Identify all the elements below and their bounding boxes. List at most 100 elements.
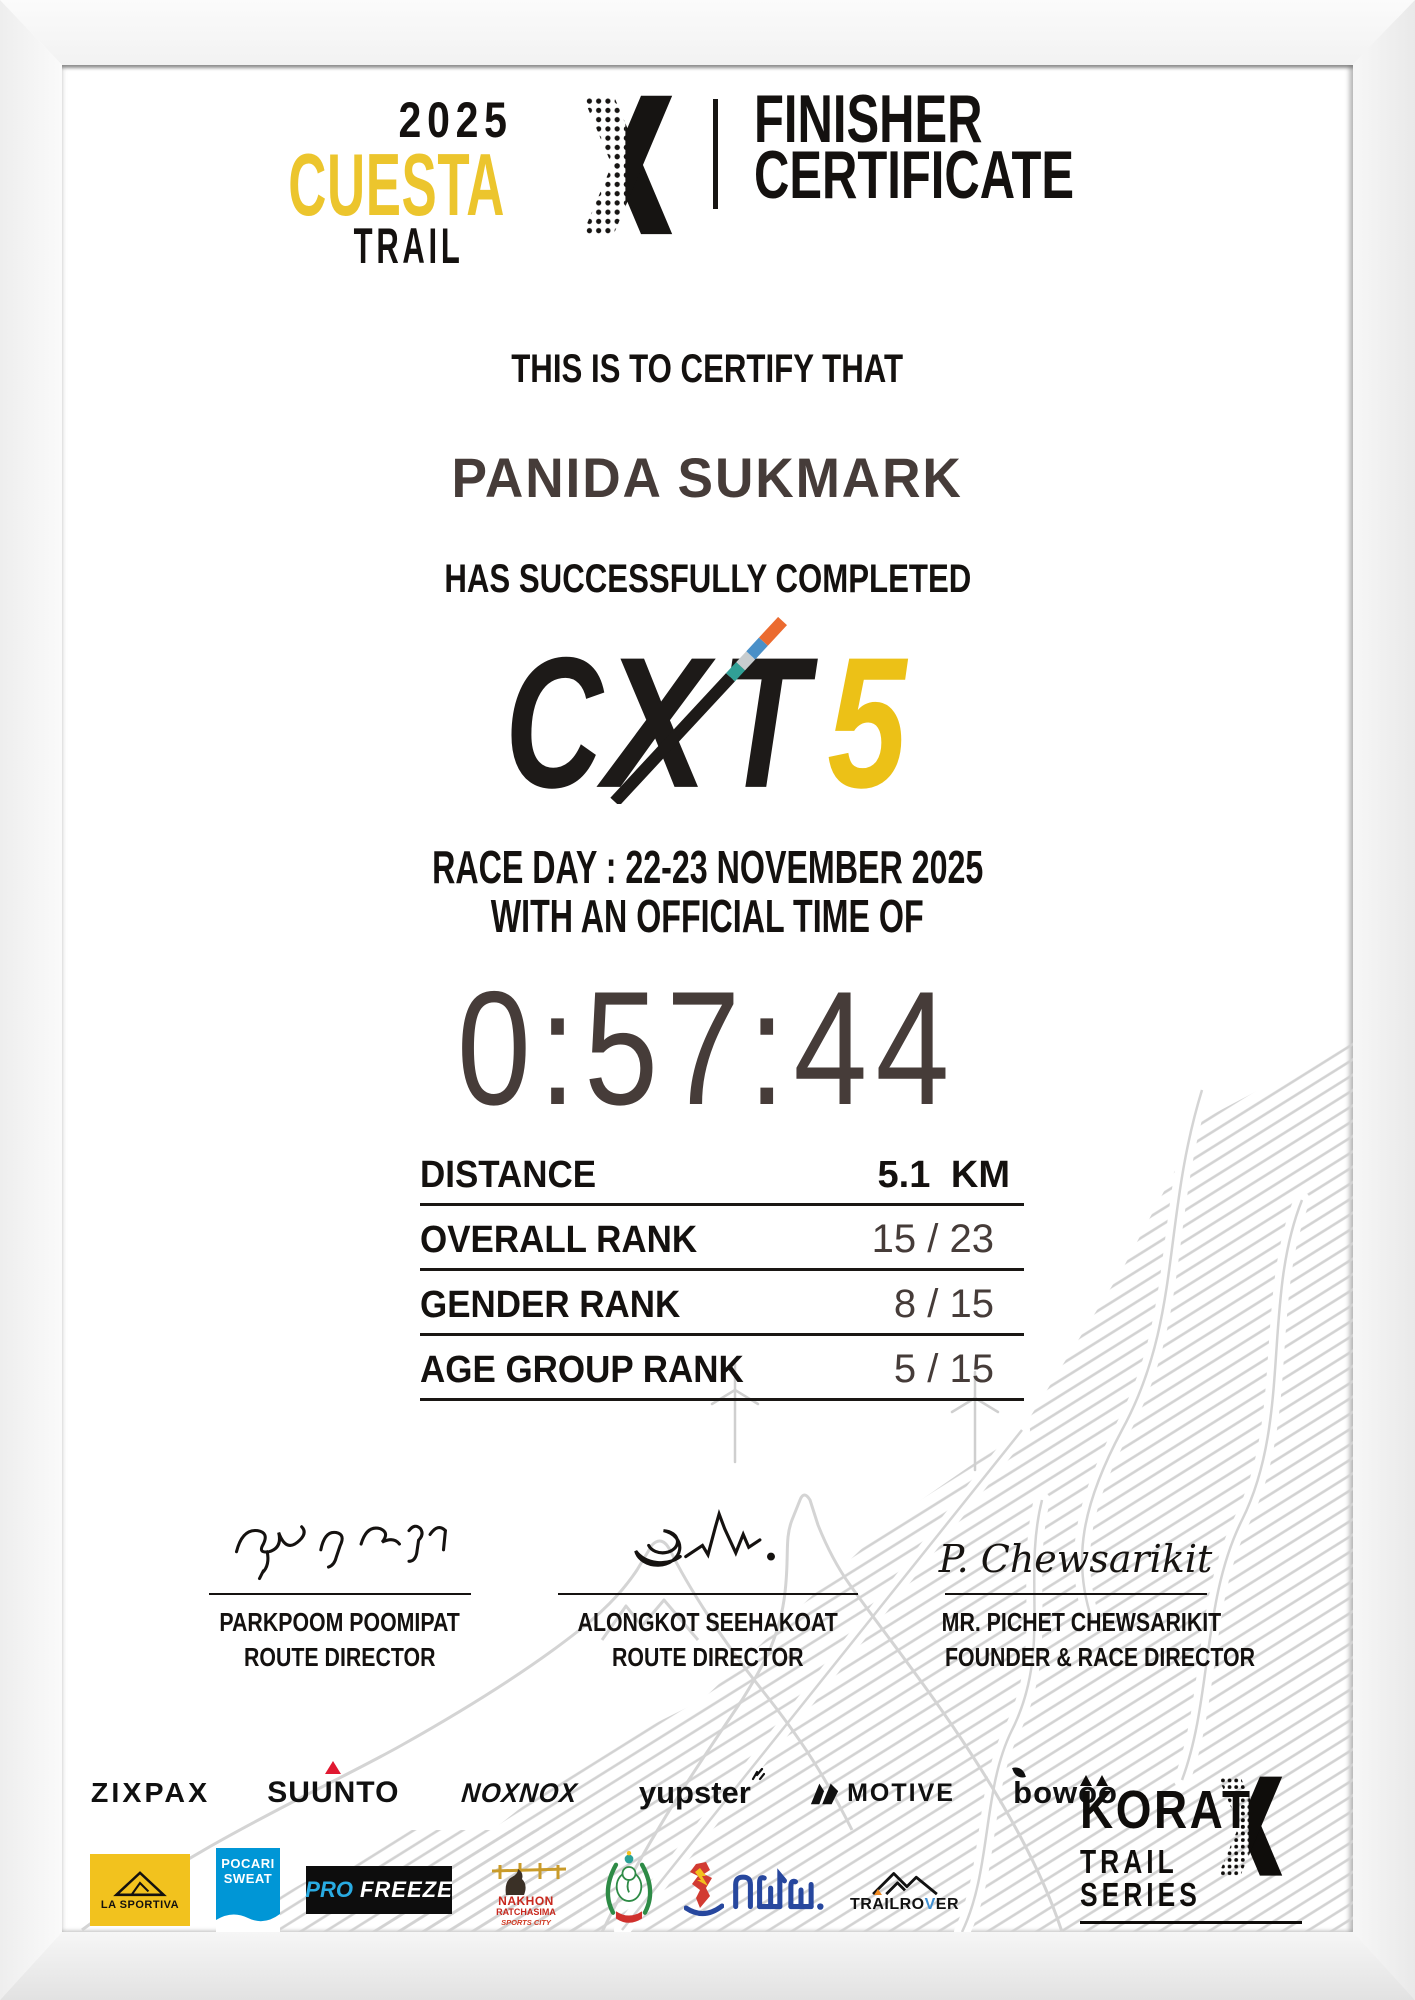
cuesta-trail-logo: 2025 CUESTA TRAIL xyxy=(216,91,673,271)
egat-map-icon xyxy=(684,1862,724,1916)
signatory-name: MR. PICHET CHEWSARIKIT xyxy=(941,1607,1221,1637)
race-logo-wrap: C X T 5 xyxy=(62,616,1353,827)
certificate-sheet: 2025 CUESTA TRAIL xyxy=(62,65,1353,1932)
row-label: AGE GROUP RANK xyxy=(420,1349,744,1391)
yupster-mark-icon xyxy=(751,1767,765,1781)
la-sportiva-logo: LA SPORTIVA xyxy=(90,1854,190,1926)
nakhon-ratchasima-logo: NAKHON RATCHASIMA SPORTS CITY xyxy=(478,1852,574,1928)
row-value: 5 / 15 xyxy=(893,1347,994,1391)
race-day: RACE DAY : 22-23 NOVEMBER 2025 xyxy=(431,841,984,893)
race-logo-slash xyxy=(609,616,787,806)
official-time: 0:57:44 xyxy=(457,958,958,1139)
completed-line: HAS SUCCESSFULLY COMPLETED xyxy=(62,557,1353,602)
row-label: DISTANCE xyxy=(420,1154,597,1196)
freeze-label: FREEZE xyxy=(359,1877,453,1902)
pro-freeze-logo: PRO FREEZE xyxy=(305,1866,453,1914)
nakhon-line1: NAKHON xyxy=(498,1894,554,1909)
signature-block: P. Chewsarikit MR. PICHET CHEWSARIKIT FO… xyxy=(911,1493,1255,1675)
zixpax-logo: ZIXPAX xyxy=(90,1777,211,1808)
mountain-artwork xyxy=(81,1040,1353,1932)
korat-trail-series-logo: KORAT xyxy=(1080,1775,1353,1932)
table-row: AGE GROUP RANK 5 / 15 xyxy=(420,1336,1024,1401)
korat-divider-line xyxy=(1080,1921,1302,1924)
logo-trail: TRAIL xyxy=(353,218,464,275)
time-label-line: WITH AN OFFICIAL TIME OF xyxy=(62,889,1353,943)
signature-block: ALONGKOT SEEHAKOAT ROUTE DIRECTOR xyxy=(543,1493,873,1675)
pocari-wave-icon xyxy=(216,1914,280,1932)
motive-logo: MOTIVE xyxy=(809,1779,955,1808)
signature-block: PARKPOOM POOMIPAT ROUTE DIRECTOR xyxy=(175,1493,505,1675)
trailrover-part2: ILRO xyxy=(884,1896,925,1913)
logo-cuesta: CUESTA xyxy=(288,135,506,234)
trailrover-wordmark: TR A ILRO V ER xyxy=(850,1889,960,1914)
yupster-label: yupster xyxy=(638,1775,751,1810)
korat-series: TRAIL SERIES xyxy=(1080,1843,1201,1913)
korat-name: KORAT xyxy=(1080,1780,1253,1840)
event-header: 2025 CUESTA TRAIL xyxy=(62,85,1353,271)
certify-text: THIS IS TO CERTIFY THAT xyxy=(511,347,904,391)
la-sportiva-label: LA SPORTIVA xyxy=(100,1899,180,1911)
signatory-name: ALONGKOT SEEHAKOAT xyxy=(577,1607,838,1637)
egat-logo: กฟผ. xyxy=(684,1862,824,1918)
pro-label: PRO xyxy=(305,1877,353,1902)
certify-line: THIS IS TO CERTIFY THAT xyxy=(62,347,1353,392)
trailrover-letter-a: A xyxy=(872,1889,885,1914)
race-day-line: RACE DAY : 22-23 NOVEMBER 2025 xyxy=(62,840,1353,894)
logo-year: 2025 xyxy=(398,92,513,148)
trailrover-part3: ER xyxy=(935,1896,960,1913)
time-label: WITH AN OFFICIAL TIME OF xyxy=(491,890,924,942)
egat-thai-wordmark xyxy=(733,1868,824,1910)
trailrover-logo: TR A ILRO V ER xyxy=(850,1866,959,1914)
noxnox-logo: NOXNOX xyxy=(459,1777,579,1808)
completed-text: HAS SUCCESSFULLY COMPLETED xyxy=(443,557,972,601)
frame-bevel-top xyxy=(0,0,1415,65)
frame-bevel-right xyxy=(1352,0,1415,2000)
cat-ear-icon xyxy=(1080,1775,1092,1786)
certificate-title: FINISHER CERTIFICATE xyxy=(754,85,1199,214)
sponsor-row-primary: ZIXPAX SUUNTO NOXNOX yupster MOTIVE bowo… xyxy=(90,1761,1118,1815)
pocari-sweat-logo: POCARI SWEAT xyxy=(216,1848,280,1932)
signature-line xyxy=(557,1593,858,1595)
trailrover-mountains-icon xyxy=(871,1872,938,1896)
title-certificate: CERTIFICATE xyxy=(754,137,1075,214)
results-table: DISTANCE 5.1 KM OVERALL RANK 15 / 23 GEN… xyxy=(420,1141,1024,1401)
motive-label: MOTIVE xyxy=(847,1778,955,1807)
cxt5-race-logo: C X T 5 xyxy=(504,616,908,827)
row-label: OVERALL RANK xyxy=(420,1219,698,1261)
table-row: DISTANCE 5.1 KM xyxy=(420,1141,1024,1206)
race-logo-letter-c: C xyxy=(504,619,604,804)
signatory-title: FOUNDER & RACE DIRECTOR xyxy=(944,1642,1255,1673)
row-value: 8 / 15 xyxy=(893,1282,994,1326)
table-row: OVERALL RANK 15 / 23 xyxy=(420,1206,1024,1271)
row-value: 5.1 KM xyxy=(877,1154,1010,1196)
row-value: 15 / 23 xyxy=(871,1217,994,1261)
race-logo-number: 5 xyxy=(827,619,908,804)
korat-x-mark-icon xyxy=(1218,1776,1283,1876)
trailrover-orange-triangle-icon xyxy=(874,1889,883,1895)
nakhon-line3: SPORTS CITY xyxy=(501,1918,551,1928)
suunto-logo: SUUNTO xyxy=(267,1761,399,1810)
nakhon-line2: RATCHASIMA xyxy=(496,1907,556,1918)
signature-line xyxy=(944,1593,1207,1595)
la-sportiva-mountain-icon xyxy=(113,1871,167,1897)
signature-text: P. Chewsarikit xyxy=(938,1537,1213,1581)
frame-bevel-left xyxy=(0,0,62,2000)
x-mark-icon xyxy=(582,95,673,235)
signatures-row: PARKPOOM POOMIPAT ROUTE DIRECTOR ALONGKO… xyxy=(62,1493,1353,1675)
table-row: GENDER RANK 8 / 15 xyxy=(420,1271,1024,1336)
sponsor-row-secondary: LA SPORTIVA POCARI SWEAT PRO FREEZE NAKH… xyxy=(90,1848,990,1933)
nakhon-gate-statue-icon xyxy=(491,1863,566,1896)
race-logo-letter-t: T xyxy=(719,619,818,804)
athlete-name: PANIDA SUKMARK xyxy=(451,446,964,509)
trailrover-a-glyph: A xyxy=(872,1896,885,1913)
pocari-line2: SWEAT xyxy=(223,1871,273,1886)
signatory-title: ROUTE DIRECTOR xyxy=(243,1642,436,1673)
trailrover-part1: TR xyxy=(850,1896,873,1913)
provincial-emblem-logo xyxy=(600,1848,658,1933)
trailrover-blue-v: V xyxy=(924,1896,936,1913)
signatory-title: ROUTE DIRECTOR xyxy=(611,1642,804,1673)
yupster-logo: yupster xyxy=(638,1767,765,1811)
signature-handwriting: P. Chewsarikit xyxy=(911,1493,1241,1589)
signature-scribble xyxy=(175,1493,505,1589)
